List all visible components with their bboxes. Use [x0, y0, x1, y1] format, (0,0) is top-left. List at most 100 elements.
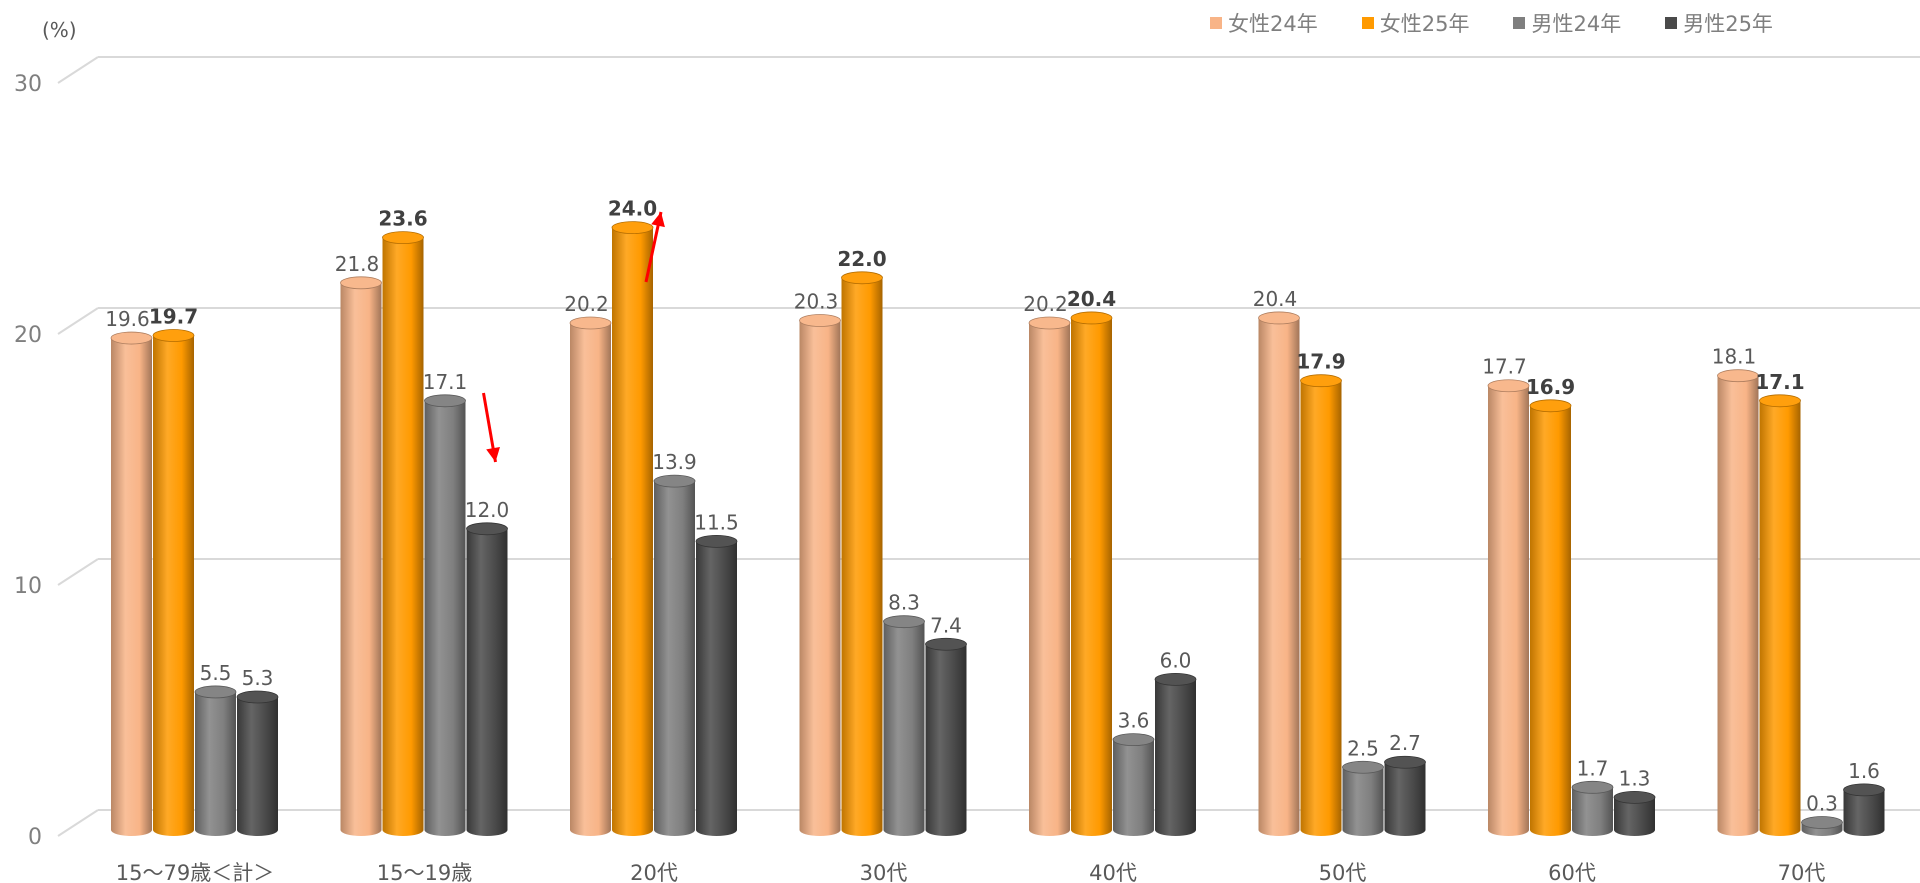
annotations	[482, 211, 665, 463]
bar-body	[1113, 739, 1154, 837]
bar-body	[1258, 317, 1300, 837]
bar-top	[841, 271, 883, 285]
bar-body	[111, 338, 152, 837]
bars	[110, 221, 1885, 837]
bar-body	[654, 481, 695, 837]
bar	[1801, 816, 1843, 837]
data-label: 0.3	[1806, 791, 1838, 815]
bar	[1529, 399, 1572, 837]
bar-top	[695, 534, 738, 548]
bar-top	[1571, 780, 1614, 794]
y-tick-label: 20	[14, 323, 42, 348]
bar-body	[1029, 322, 1070, 837]
gridline-depth	[57, 307, 99, 335]
data-label: 11.5	[694, 510, 739, 534]
bar-body	[696, 541, 737, 837]
x-tick-label: 40代	[1089, 861, 1137, 883]
bar-top	[1028, 316, 1071, 330]
data-label: 7.4	[930, 613, 962, 637]
bar-body	[841, 277, 883, 837]
bar-top	[1717, 369, 1759, 383]
legend-swatch-male-2024	[1513, 17, 1526, 29]
bar-top	[1342, 760, 1384, 774]
gridline-depth	[57, 809, 99, 837]
bar-top	[1070, 311, 1113, 325]
data-label: 20.2	[564, 292, 609, 316]
bar-body	[1530, 405, 1571, 837]
data-label: 17.1	[1755, 370, 1804, 394]
data-label: 13.9	[652, 450, 697, 474]
bar-top	[569, 316, 612, 330]
data-label: 23.6	[378, 207, 427, 231]
bar	[424, 394, 466, 837]
data-label: 20.2	[1023, 292, 1068, 316]
data-label: 2.5	[1347, 736, 1379, 760]
x-tick-label: 20代	[630, 861, 678, 883]
bar	[841, 271, 883, 837]
data-label: 20.4	[1067, 287, 1116, 311]
x-tick-label: 50代	[1319, 861, 1367, 883]
data-label: 17.1	[423, 370, 468, 394]
bar-body	[1488, 385, 1529, 837]
bar-body	[340, 282, 382, 837]
data-label: 21.8	[335, 252, 380, 276]
bar-top	[466, 522, 508, 536]
bar-body	[1300, 380, 1342, 836]
bar-body	[883, 621, 925, 837]
bar-top	[1154, 673, 1197, 686]
bar	[611, 221, 654, 837]
bar-top	[1529, 399, 1572, 413]
bar	[382, 231, 424, 837]
bar	[1028, 316, 1071, 837]
bar-body	[1071, 317, 1112, 837]
legend-label-male-2024: 男性24年	[1531, 12, 1622, 36]
bar-body	[925, 644, 967, 837]
bar	[569, 316, 612, 837]
bar	[110, 331, 153, 837]
bar-body	[466, 528, 508, 837]
bar-body	[1155, 679, 1196, 837]
annotation-arrow	[644, 211, 665, 283]
legend-label-male-2025: 男性25年	[1683, 12, 1773, 36]
bar-top	[1258, 311, 1300, 325]
bar-body	[1759, 400, 1801, 837]
bar	[695, 534, 738, 837]
bar-top	[152, 329, 195, 342]
bar-top	[1843, 783, 1885, 797]
bar-top	[194, 685, 237, 699]
legend-swatch-female-2025	[1361, 17, 1374, 29]
bar-body	[1717, 375, 1759, 837]
bar	[1487, 379, 1530, 837]
gridline-depth	[57, 558, 99, 586]
x-tick-label: 70代	[1778, 861, 1826, 883]
data-label: 22.0	[837, 247, 886, 271]
data-label: 16.9	[1526, 375, 1575, 399]
bar	[1070, 311, 1113, 837]
legend-swatch-male-2025	[1665, 17, 1678, 29]
legend-item-male-2025: 男性25年	[1665, 8, 1773, 38]
bar-top	[925, 637, 967, 651]
legend-item-male-2024: 男性24年	[1513, 8, 1621, 38]
bar-body	[1614, 797, 1655, 837]
bar	[340, 276, 382, 837]
bar-body	[1384, 762, 1426, 837]
data-label: 3.6	[1118, 709, 1150, 733]
bar-body	[1342, 767, 1384, 837]
bar-top	[799, 314, 841, 327]
data-labels: 19.6 19.7 5.5 5.3 21.8 23.6 17.1 12.0 20.2 24.0 13…	[105, 197, 1880, 816]
bar	[1258, 311, 1300, 837]
legend-item-female-2025: 女性25年	[1361, 8, 1469, 38]
bar-top	[1759, 394, 1801, 408]
legend: 女性24年 女性25年 男性24年 男性25年	[1210, 8, 1773, 38]
bar	[653, 474, 696, 837]
bar-top	[1300, 374, 1342, 388]
bar-top	[1112, 733, 1155, 747]
legend-item-female-2024: 女性24年	[1210, 8, 1318, 38]
y-axis-unit-label: (%)	[42, 18, 77, 42]
bar	[1759, 394, 1801, 837]
bar-top	[1487, 379, 1530, 393]
bar-body	[612, 227, 653, 837]
annotation-arrow	[482, 392, 500, 463]
bar-top	[653, 474, 696, 488]
